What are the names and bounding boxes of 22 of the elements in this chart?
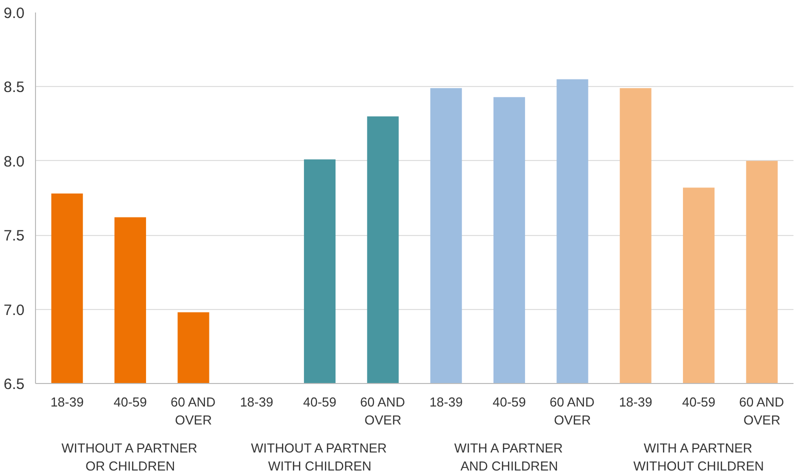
- x-tick-label: 60 AND OVER: [739, 394, 784, 428]
- x-tick-label: 60 AND OVER: [360, 394, 405, 428]
- text: WITH A PARTNER AND CHILDREN: [454, 440, 563, 474]
- x-tick-label: 40-59: [492, 394, 526, 410]
- x-tick-label: 60 AND OVER: [170, 394, 216, 428]
- y-tick-label: 7.0: [4, 302, 25, 319]
- text: WITHOUT A PARTNER WITH CHILDREN: [251, 440, 387, 474]
- x-tick-label: 18-39: [618, 394, 652, 410]
- x-tick-label: 40-59: [303, 394, 336, 410]
- x-tick-label: 18-39: [50, 394, 84, 410]
- x-tick-label: 18-39: [240, 394, 274, 410]
- x-tick-label: 18-39: [429, 394, 463, 410]
- x-tick-label: 40-59: [114, 394, 147, 410]
- y-tick-label: 6.5: [4, 376, 25, 393]
- text: WITH A PARTNER WITHOUT CHILDREN: [633, 440, 764, 474]
- y-tick-label: 9.0: [4, 5, 25, 22]
- x-tick-label: 40-59: [682, 394, 716, 410]
- y-tick-label: 8.5: [4, 79, 25, 96]
- x-tick-label: 60 AND OVER: [550, 394, 594, 428]
- text: WITHOUT A PARTNER OR CHILDREN: [62, 440, 198, 474]
- y-tick-label: 8.0: [4, 153, 25, 170]
- y-tick-label: 7.5: [4, 228, 25, 245]
